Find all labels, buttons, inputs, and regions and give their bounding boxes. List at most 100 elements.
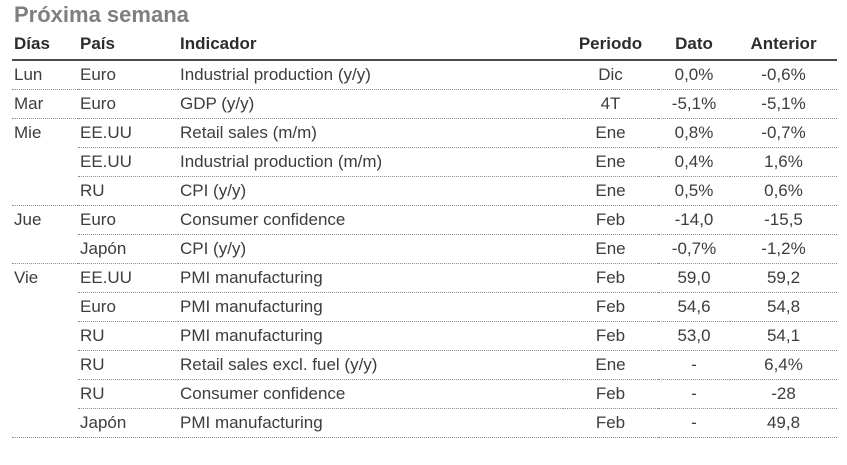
cell-periodo: Ene bbox=[563, 234, 658, 264]
cell-indicador: CPI (y/y) bbox=[178, 234, 563, 264]
cell-dato: -0,7% bbox=[658, 234, 730, 264]
cell-dato: 0,5% bbox=[658, 176, 730, 206]
cell-anterior: 49,8 bbox=[730, 408, 837, 438]
cell-anterior: -15,5 bbox=[730, 205, 837, 235]
cell-indicador: Industrial production (y/y) bbox=[178, 60, 563, 90]
cell-periodo: 4T bbox=[563, 89, 658, 119]
column-header-dato: Dato bbox=[658, 34, 730, 62]
table-row: RU Retail sales excl. fuel (y/y) Ene - 6… bbox=[12, 350, 837, 380]
cell-indicador: Retail sales (m/m) bbox=[178, 118, 563, 148]
column-header-periodo: Periodo bbox=[563, 34, 658, 62]
cell-dato: 0,4% bbox=[658, 147, 730, 177]
cell-dato: -5,1% bbox=[658, 89, 730, 119]
page-title: Próxima semana bbox=[14, 2, 189, 27]
table-row: Jue Euro Consumer confidence Feb -14,0 -… bbox=[12, 205, 837, 235]
column-header-pais: País bbox=[78, 34, 178, 62]
economic-calendar-table: Días País Indicador Periodo Dato Anterio… bbox=[12, 34, 837, 438]
table-row: Japón PMI manufacturing Feb - 49,8 bbox=[12, 408, 837, 438]
table-row: RU PMI manufacturing Feb 53,0 54,1 bbox=[12, 321, 837, 351]
table-row: Lun Euro Industrial production (y/y) Dic… bbox=[12, 60, 837, 90]
cell-pais: RU bbox=[78, 176, 178, 206]
cell-pais: Japón bbox=[78, 234, 178, 264]
cell-dia bbox=[12, 234, 78, 264]
cell-dato: 0,8% bbox=[658, 118, 730, 148]
cell-periodo: Ene bbox=[563, 350, 658, 380]
table-row: RU Consumer confidence Feb - -28 bbox=[12, 379, 837, 409]
cell-indicador: Industrial production (m/m) bbox=[178, 147, 563, 177]
cell-dato: 54,6 bbox=[658, 292, 730, 322]
table-row: EE.UU Industrial production (m/m) Ene 0,… bbox=[12, 147, 837, 177]
cell-pais: RU bbox=[78, 379, 178, 409]
cell-pais: EE.UU bbox=[78, 263, 178, 293]
cell-dato: - bbox=[658, 408, 730, 438]
cell-anterior: -5,1% bbox=[730, 89, 837, 119]
cell-dato: 53,0 bbox=[658, 321, 730, 351]
cell-dato: 0,0% bbox=[658, 60, 730, 90]
cell-indicador: Consumer confidence bbox=[178, 379, 563, 409]
cell-pais: EE.UU bbox=[78, 118, 178, 148]
cell-dia bbox=[12, 176, 78, 206]
cell-periodo: Feb bbox=[563, 379, 658, 409]
table-row: Vie EE.UU PMI manufacturing Feb 59,0 59,… bbox=[12, 263, 837, 293]
column-header-dias: Días bbox=[12, 34, 78, 62]
cell-periodo: Feb bbox=[563, 205, 658, 235]
cell-dia: Lun bbox=[12, 60, 78, 90]
cell-anterior: -0,6% bbox=[730, 60, 837, 90]
cell-pais: RU bbox=[78, 350, 178, 380]
column-header-anterior: Anterior bbox=[730, 34, 837, 62]
cell-dato: - bbox=[658, 379, 730, 409]
cell-pais: EE.UU bbox=[78, 147, 178, 177]
cell-dia bbox=[12, 379, 78, 408]
cell-periodo: Ene bbox=[563, 118, 658, 148]
cell-anterior: 54,8 bbox=[730, 292, 837, 322]
cell-periodo: Ene bbox=[563, 147, 658, 177]
cell-anterior: 0,6% bbox=[730, 176, 837, 206]
cell-indicador: PMI manufacturing bbox=[178, 408, 563, 438]
economic-calendar-panel: Próxima semana Días País Indicador Perio… bbox=[12, 2, 837, 438]
table-row: Mie EE.UU Retail sales (m/m) Ene 0,8% -0… bbox=[12, 118, 837, 148]
cell-anterior: 54,1 bbox=[730, 321, 837, 351]
cell-dia: Vie bbox=[14, 267, 39, 287]
cell-anterior: -1,2% bbox=[730, 234, 837, 264]
cell-pais: Euro bbox=[78, 60, 178, 90]
cell-anterior: -28 bbox=[730, 379, 837, 409]
cell-dia: Mar bbox=[12, 89, 78, 119]
cell-dia bbox=[12, 292, 78, 321]
cell-indicador: PMI manufacturing bbox=[178, 263, 563, 293]
table-row: RU CPI (y/y) Ene 0,5% 0,6% bbox=[12, 176, 837, 206]
cell-indicador: PMI manufacturing bbox=[178, 292, 563, 322]
cell-pais: Euro bbox=[78, 89, 178, 119]
cell-dia bbox=[12, 350, 78, 379]
table-row: Mar Euro GDP (y/y) 4T -5,1% -5,1% bbox=[12, 89, 837, 119]
column-header-indicador: Indicador bbox=[178, 34, 563, 62]
cell-dia: Jue bbox=[14, 209, 42, 229]
cell-indicador: Consumer confidence bbox=[178, 205, 563, 235]
cell-indicador: Retail sales excl. fuel (y/y) bbox=[178, 350, 563, 380]
cell-periodo: Feb bbox=[563, 263, 658, 293]
cell-periodo: Ene bbox=[563, 176, 658, 206]
cell-indicador: GDP (y/y) bbox=[178, 89, 563, 119]
cell-anterior: 6,4% bbox=[730, 350, 837, 380]
cell-dia bbox=[12, 147, 78, 176]
cell-dia bbox=[12, 408, 78, 438]
cell-dato: 59,0 bbox=[658, 263, 730, 293]
cell-pais: RU bbox=[78, 321, 178, 351]
table-row: Euro PMI manufacturing Feb 54,6 54,8 bbox=[12, 292, 837, 322]
cell-dia: Mie bbox=[14, 122, 42, 142]
cell-anterior: -0,7% bbox=[730, 118, 837, 148]
cell-periodo: Feb bbox=[563, 408, 658, 438]
cell-indicador: PMI manufacturing bbox=[178, 321, 563, 351]
cell-pais: Euro bbox=[78, 292, 178, 322]
cell-dia bbox=[12, 321, 78, 350]
cell-periodo: Feb bbox=[563, 321, 658, 351]
cell-dato: - bbox=[658, 350, 730, 380]
cell-indicador: CPI (y/y) bbox=[178, 176, 563, 206]
table-row: Japón CPI (y/y) Ene -0,7% -1,2% bbox=[12, 234, 837, 264]
cell-pais: Euro bbox=[78, 205, 178, 235]
cell-anterior: 1,6% bbox=[730, 147, 837, 177]
table-header-row: Días País Indicador Periodo Dato Anterio… bbox=[12, 34, 837, 62]
cell-periodo: Dic bbox=[563, 60, 658, 90]
cell-anterior: 59,2 bbox=[730, 263, 837, 293]
cell-pais: Japón bbox=[78, 408, 178, 438]
cell-dato: -14,0 bbox=[658, 205, 730, 235]
